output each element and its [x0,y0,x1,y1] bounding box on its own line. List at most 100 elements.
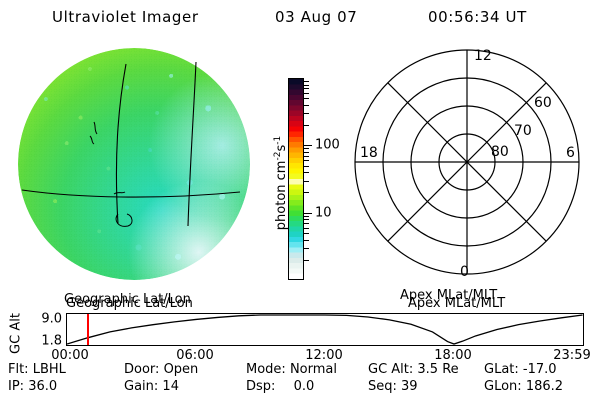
colorbar-minor-tick [304,113,309,115]
colorbar-minor-tick [304,104,309,106]
status-flt-key: Flt: [8,362,29,377]
status-gain-key: Gain: [124,379,159,394]
colorbar-minor-tick [304,88,309,90]
status-seq-key: Seq: [368,379,397,394]
status-flt-value: LBHL [32,362,66,377]
colorbar-minor-tick [304,215,309,217]
colorbar-minor-tick [304,239,309,241]
colorbar-major-tick [304,212,312,214]
colorbar-axis-title: photon cm-2s-1 [273,108,289,258]
status-mode-value: Normal [289,362,337,377]
colorbar-minor-tick [304,155,309,157]
status-gain-value: 14 [162,379,179,394]
status-door: Door: Open [124,362,198,377]
status-ip-key: IP: [8,379,25,394]
orbit-xtick-1: 06:00 [176,348,214,363]
colorbar-minor-tick [304,81,309,83]
colorbar-minor-tick [304,92,309,94]
colorbar-minor-tick [304,151,309,153]
observation-time: 00:56:34 UT [428,8,527,26]
polar-grid-plot[interactable]: 12 18 6 0 60 70 80 [338,44,596,284]
status-mode: Mode: Normal [246,362,337,377]
colorbar-minor-tick [304,219,309,221]
status-seq-value: 39 [401,379,418,394]
colorbar-box[interactable] [288,78,304,280]
status-footer: Flt: LBHL Door: Open Mode: Normal GC Alt… [0,362,600,398]
colorbar-minor-tick [304,160,309,162]
colorbar-unit-main: photon cm [274,160,290,230]
mlt-label-6: 6 [566,145,575,161]
polar-plot-panel: 12 18 6 0 60 70 80 Apex MLat/MLT [338,44,596,303]
colorbar-minor-tick [304,180,309,182]
mlat-label-70: 70 [514,123,532,139]
status-gc-alt-value: 3.5 Re [417,362,459,377]
status-gc-alt-key: GC Alt: [368,362,414,377]
colorbar-minor-tick [304,98,309,100]
colorbar-minor-tick [304,165,309,167]
disk-limb-glow [18,48,250,280]
colorbar-minor-tick [304,232,309,234]
status-seq: Seq: 39 [368,379,418,394]
status-door-key: Door: [124,362,160,377]
colorbar-minor-tick [304,84,309,86]
orbit-altitude-curve [67,314,583,345]
orbit-title-left: Geographic Lat/Lon [66,296,193,311]
orbit-y-axis-label: GC Alt [8,313,24,354]
orbit-ytick-bottom: 1.8 [41,333,62,349]
orbit-xtick-4: 23:59 [553,348,591,363]
observation-date: 03 Aug 07 [275,8,358,26]
status-mode-key: Mode: [246,362,286,377]
orbit-xtick-2: 12:00 [305,348,343,363]
colorbar-minor-tick [304,148,309,150]
colorbar-minor-tick [304,227,309,229]
colorbar-unit-exp2: -1 [272,135,283,145]
mlt-label-0: 0 [460,264,469,280]
status-gain: Gain: 14 [124,379,179,394]
status-dsp: Dsp: 0.0 [246,379,314,394]
status-glon-key: GLon: [484,379,522,394]
colorbar-panel: 100 10 photon cm-2s-1 [258,70,348,295]
status-ip: IP: 36.0 [8,379,57,394]
colorbar-minor-tick [304,259,309,261]
colorbar-minor-tick [304,223,309,225]
mlat-label-60: 60 [534,95,552,111]
colorbar-minor-tick [304,125,309,127]
status-door-value: Open [163,362,199,377]
colorbar-unit-mid: s [274,144,290,152]
polar-panel-caption: Apex MLat/MLT [400,288,498,303]
status-glon-value: 186.2 [525,379,564,394]
status-glat-key: GLat: [484,362,519,377]
status-glat: GLat: -17.0 [484,362,557,377]
header-bar: Ultraviolet Imager 03 Aug 07 00:56:34 UT [0,8,600,32]
current-time-marker [87,314,90,345]
colorbar-minor-tick [304,172,309,174]
status-gc-alt: GC Alt: 3.5 Re [368,362,459,377]
orbit-altitude-panel: Geographic Lat/Lon Apex MLat/MLT GC Alt … [0,296,600,363]
orbit-track-svg [67,314,583,345]
earth-disk-image[interactable] [18,48,250,280]
colorbar-minor-tick [304,192,309,194]
status-flt: Flt: LBHL [8,362,66,377]
orbit-ytick-top: 9.0 [41,311,62,327]
image-panel-caption: Geographic Lat/Lon [64,292,191,307]
instrument-title: Ultraviolet Imager [52,8,199,26]
colorbar-unit-exp1: -2 [272,151,283,161]
orbit-title-right: Apex MLat/MLT [408,296,506,311]
colorbar-label-100: 100 [315,137,340,153]
orbit-xtick-0: 00:00 [51,348,89,363]
mlt-diagonal-b [387,82,547,242]
orbit-plot-box[interactable] [66,313,584,346]
colorbar-tick-group: 100 10 [304,78,346,280]
status-dsp-key: Dsp: [246,379,276,394]
mlt-label-18: 18 [360,145,378,161]
status-ip-value: 36.0 [28,379,58,394]
earth-disk-panel: Geographic Lat/Lon [18,48,258,307]
status-dsp-value: 0.0 [293,379,315,394]
colorbar-major-tick [304,145,312,147]
colorbar-gradient [289,79,303,279]
colorbar-label-10: 10 [315,205,332,221]
status-glon: GLon: 186.2 [484,379,563,394]
colorbar-minor-tick [304,247,309,249]
orbit-xtick-3: 18:00 [434,348,472,363]
